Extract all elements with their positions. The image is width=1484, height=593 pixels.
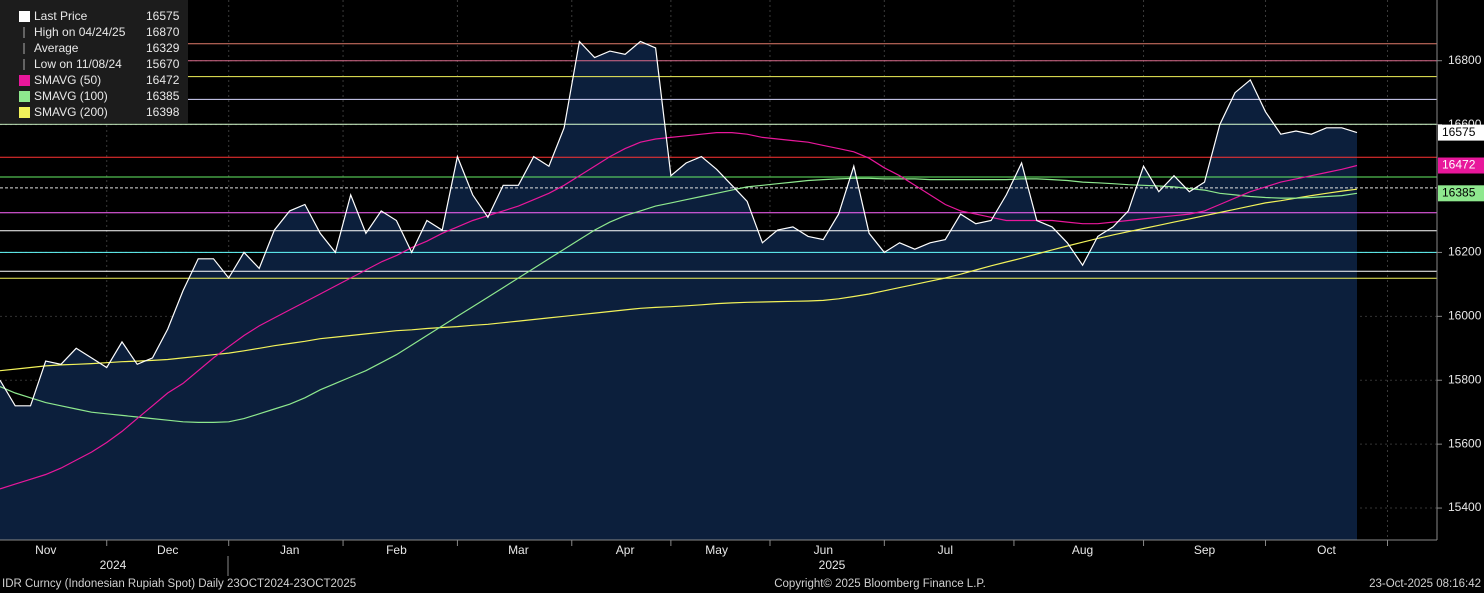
year-label: 2025: [819, 558, 846, 572]
y-tick-label: 16200: [1448, 245, 1482, 259]
x-tick-label: Jun: [814, 543, 833, 557]
legend-label: Low on 11/08/24: [34, 57, 122, 71]
legend-label: High on 04/24/25: [34, 25, 126, 39]
x-tick-label: Aug: [1072, 543, 1093, 557]
legend-swatch: [19, 75, 30, 86]
legend-value: 16575: [146, 9, 180, 23]
legend-swatch: [19, 107, 30, 118]
series-line: [0, 177, 1358, 423]
x-tick-label: Jul: [938, 543, 953, 557]
x-tick-label: Apr: [616, 543, 635, 557]
footer-right: 23-Oct-2025 08:16:42: [1369, 578, 1481, 590]
footer-left: IDR Curncy (Indonesian Rupiah Spot) Dail…: [2, 578, 356, 590]
x-tick-label: Nov: [35, 543, 56, 557]
value-tag-label: 16472: [1442, 158, 1476, 172]
legend-value: 16472: [146, 73, 180, 87]
legend-value: 15670: [146, 57, 180, 71]
x-tick-label: Mar: [508, 543, 529, 557]
x-tick-label: Sep: [1194, 543, 1216, 557]
legend-box: [0, 0, 188, 123]
legend-label: SMAVG (200): [34, 105, 108, 119]
value-tag: [1438, 185, 1484, 202]
legend-value: 16329: [146, 41, 180, 55]
legend-value: 16870: [146, 25, 180, 39]
y-tick-label: 16800: [1448, 53, 1482, 67]
series-line: [0, 132, 1358, 490]
value-tag-label: 16385: [1442, 185, 1476, 199]
legend-swatch: [19, 91, 30, 102]
x-tick-label: Jan: [280, 543, 299, 557]
x-tick-label: Feb: [386, 543, 407, 557]
series-line: [0, 188, 1358, 372]
y-tick-label: 16000: [1448, 309, 1482, 323]
x-tick-label: May: [705, 543, 728, 557]
legend-value: 16385: [146, 89, 180, 103]
y-tick-label: 15600: [1448, 436, 1482, 450]
legend-label: Average: [34, 41, 79, 55]
legend-label: SMAVG (50): [34, 73, 101, 87]
year-label: 2024: [100, 558, 127, 572]
legend-label: Last Price: [34, 9, 88, 23]
value-tag-label: 16575: [1442, 125, 1476, 139]
value-tag: [1438, 124, 1484, 141]
y-tick-label: 15800: [1448, 372, 1482, 386]
series-line: [0, 40, 1358, 407]
price-area: [0, 41, 1357, 540]
footer-center: Copyright© 2025 Bloomberg Finance L.P.: [774, 578, 986, 590]
legend-label: SMAVG (100): [34, 89, 108, 103]
legend-value: 16398: [146, 105, 180, 119]
x-tick-label: Dec: [157, 543, 178, 557]
y-tick-label: 15400: [1448, 500, 1482, 514]
legend-swatch: [19, 11, 30, 22]
plot-area: [0, 0, 1437, 540]
x-tick-label: Oct: [1317, 543, 1336, 557]
value-tag: [1438, 157, 1484, 174]
